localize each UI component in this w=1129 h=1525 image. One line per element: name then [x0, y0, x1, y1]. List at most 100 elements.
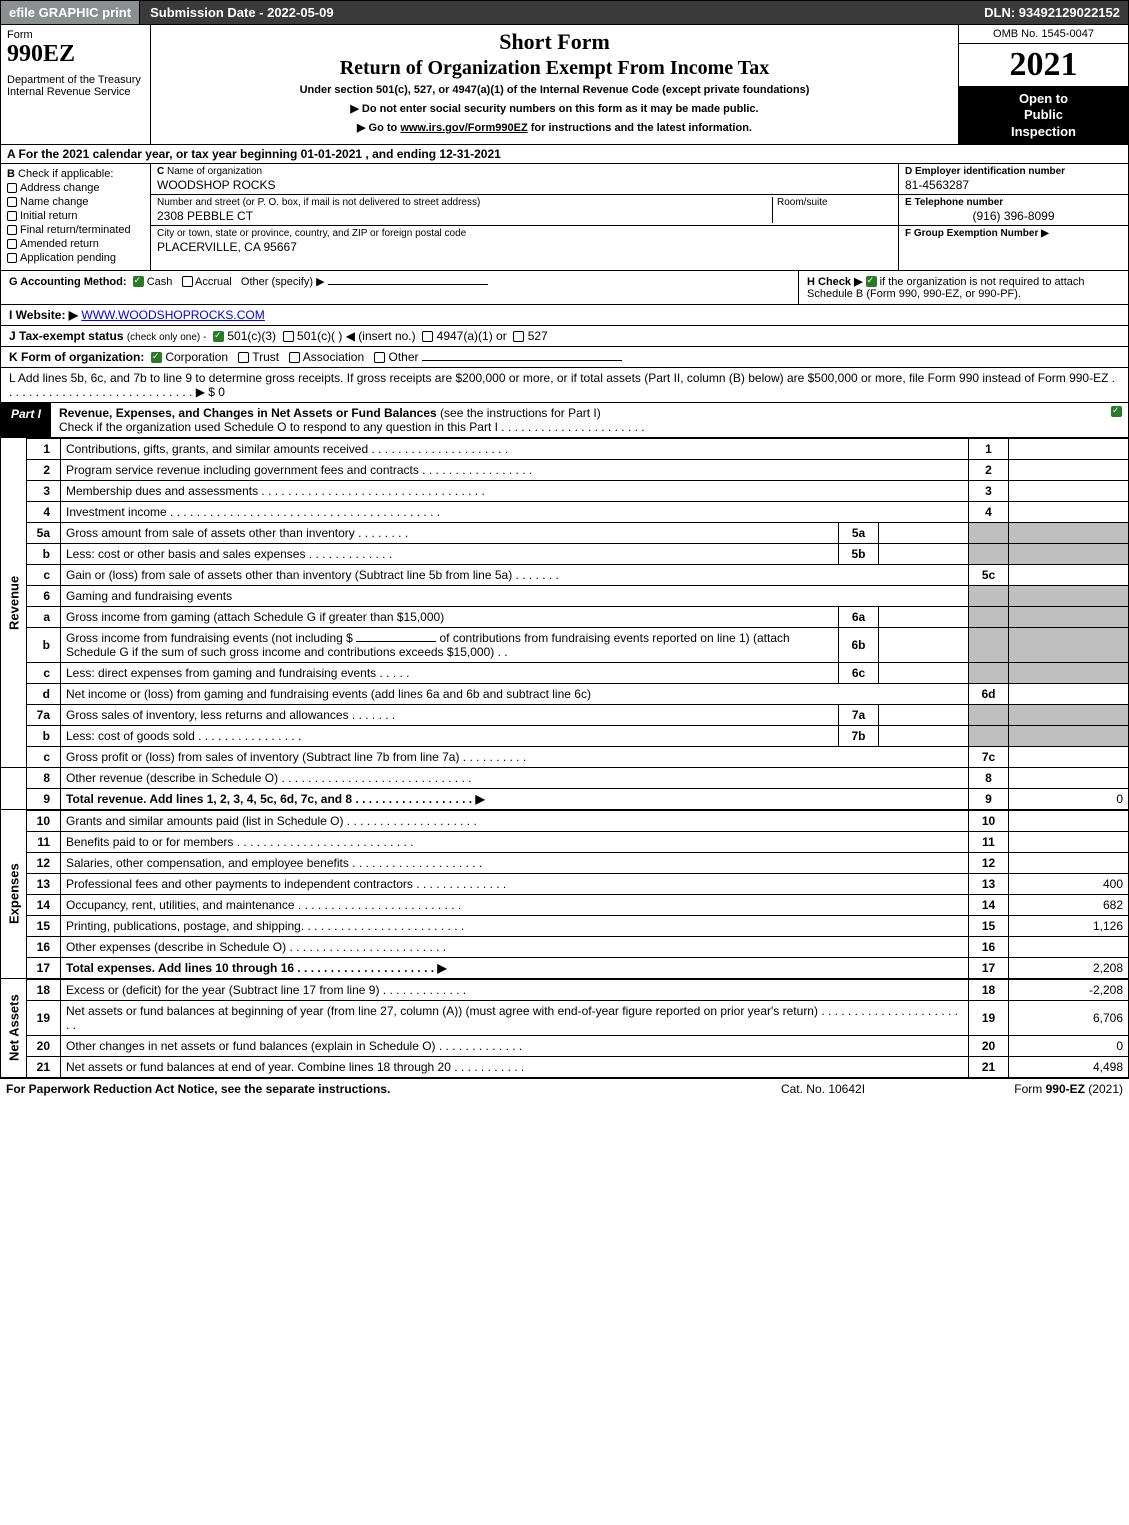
chk-amended-return[interactable]: Amended return — [7, 238, 144, 250]
submission-date: Submission Date - 2022-05-09 — [140, 1, 344, 24]
mini-val — [879, 662, 969, 683]
mini-val — [879, 704, 969, 725]
part-i-sub: (see the instructions for Part I) — [440, 406, 601, 420]
line-num: d — [27, 683, 61, 704]
line-rnum: 15 — [969, 915, 1009, 936]
l6b-blank — [356, 641, 436, 642]
line-num: 6 — [27, 585, 61, 606]
open-to-public: Open to Public Inspection — [959, 87, 1128, 144]
line-desc: Other revenue (describe in Schedule O) .… — [61, 767, 969, 788]
line-a-mid: , and ending — [362, 147, 439, 161]
irs-link[interactable]: www.irs.gov/Form990EZ — [400, 122, 527, 134]
mini-num: 6b — [839, 627, 879, 662]
checkbox-icon — [7, 239, 17, 249]
line-rval — [1009, 480, 1129, 501]
table-row: b Gross income from fundraising events (… — [1, 627, 1129, 662]
line-rnum: 4 — [969, 501, 1009, 522]
street-address: 2308 PEBBLE CT — [157, 209, 772, 223]
k-corporation: Corporation — [165, 350, 228, 364]
table-row: 2 Program service revenue including gove… — [1, 459, 1129, 480]
g-other: Other (specify) ▶ — [241, 276, 325, 288]
shade-cell — [1009, 704, 1129, 725]
line-desc: Total expenses. Add lines 10 through 16 … — [61, 957, 969, 978]
c-label: C — [157, 166, 164, 177]
address-row: Number and street (or P. O. box, if mail… — [151, 195, 898, 226]
table-row: Revenue 1 Contributions, gifts, grants, … — [1, 438, 1129, 459]
inspect-line-3: Inspection — [961, 124, 1126, 140]
website-link[interactable]: WWW.WOODSHOPROCKS.COM — [81, 308, 264, 322]
chk-initial-return[interactable]: Initial return — [7, 210, 144, 222]
table-row: 12 Salaries, other compensation, and emp… — [1, 852, 1129, 873]
g-cash: Cash — [147, 276, 173, 288]
room-suite-label: Room/suite — [772, 197, 892, 223]
checkbox-icon — [283, 331, 294, 342]
line-rval: 2,208 — [1009, 957, 1129, 978]
table-row: a Gross income from gaming (attach Sched… — [1, 606, 1129, 627]
name-label: Name of organization — [167, 166, 262, 177]
line-rnum: 20 — [969, 1035, 1009, 1056]
line-rval — [1009, 746, 1129, 767]
line-rval — [1009, 767, 1129, 788]
line-rnum: 10 — [969, 810, 1009, 831]
expenses-side-label: Expenses — [1, 810, 27, 978]
ein-row: D Employer identification number 81-4563… — [899, 164, 1128, 195]
table-row: 11 Benefits paid to or for members . . .… — [1, 831, 1129, 852]
checkbox-icon — [374, 352, 385, 363]
line-rval — [1009, 459, 1129, 480]
short-form-title: Short Form — [159, 29, 950, 55]
line-desc: Benefits paid to or for members . . . . … — [61, 831, 969, 852]
line-desc: Less: cost of goods sold . . . . . . . .… — [61, 725, 839, 746]
line-rval — [1009, 936, 1129, 957]
efile-print-button[interactable]: efile GRAPHIC print — [1, 1, 140, 24]
netassets-side-label: Net Assets — [1, 979, 27, 1077]
shade-cell — [1009, 662, 1129, 683]
line-g: G Accounting Method: Cash Accrual Other … — [1, 271, 798, 304]
table-row: d Net income or (loss) from gaming and f… — [1, 683, 1129, 704]
opt-amended-return: Amended return — [20, 238, 99, 250]
chk-final-return[interactable]: Final return/terminated — [7, 224, 144, 236]
shade-cell — [969, 585, 1009, 606]
checkbox-icon — [7, 183, 17, 193]
mini-val — [879, 522, 969, 543]
chk-application-pending[interactable]: Application pending — [7, 252, 144, 264]
k-label: K Form of organization: — [9, 350, 144, 364]
topbar-spacer — [344, 1, 977, 24]
l6b-d1: Gross income from fundraising events (no… — [66, 631, 353, 645]
subtitle-2: ▶ Do not enter social security numbers o… — [159, 102, 950, 115]
page-footer: For Paperwork Reduction Act Notice, see … — [0, 1078, 1129, 1099]
line-desc: Net assets or fund balances at beginning… — [61, 1000, 969, 1035]
line-num: 12 — [27, 852, 61, 873]
table-row: 7a Gross sales of inventory, less return… — [1, 704, 1129, 725]
g-other-blank — [328, 284, 488, 285]
dln-value: DLN: 93492129022152 — [976, 1, 1128, 24]
b-label: B — [7, 168, 15, 180]
mini-val — [879, 627, 969, 662]
top-bar: efile GRAPHIC print Submission Date - 20… — [0, 0, 1129, 25]
chk-name-change[interactable]: Name change — [7, 196, 144, 208]
part-i-title: Revenue, Expenses, and Changes in Net As… — [59, 406, 437, 420]
opt-initial-return: Initial return — [20, 210, 77, 222]
chk-address-change[interactable]: Address change — [7, 182, 144, 194]
line-desc: Less: direct expenses from gaming and fu… — [61, 662, 839, 683]
line-rnum: 6d — [969, 683, 1009, 704]
form-title: Return of Organization Exempt From Incom… — [159, 57, 950, 80]
line-a: A For the 2021 calendar year, or tax yea… — [0, 145, 1129, 164]
line-desc: Gross income from gaming (attach Schedul… — [61, 606, 839, 627]
table-row: 21 Net assets or fund balances at end of… — [1, 1056, 1129, 1077]
line-num: 17 — [27, 957, 61, 978]
g-accrual: Accrual — [195, 276, 232, 288]
line-desc: Net income or (loss) from gaming and fun… — [61, 683, 969, 704]
d-label: D Employer identification number — [905, 166, 1065, 177]
line-num: 10 — [27, 810, 61, 831]
line-num: 19 — [27, 1000, 61, 1035]
table-row: Net Assets 18 Excess or (deficit) for th… — [1, 979, 1129, 1000]
city-state-zip: PLACERVILLE, CA 95667 — [157, 240, 892, 254]
table-row: 20 Other changes in net assets or fund b… — [1, 1035, 1129, 1056]
line-i: I Website: ▶ WWW.WOODSHOPROCKS.COM — [0, 305, 1129, 326]
org-name: WOODSHOP ROCKS — [157, 178, 892, 192]
line-rval: 682 — [1009, 894, 1129, 915]
line-desc: Membership dues and assessments . . . . … — [61, 480, 969, 501]
line-num: 8 — [27, 767, 61, 788]
table-row: Expenses 10 Grants and similar amounts p… — [1, 810, 1129, 831]
mini-val — [879, 606, 969, 627]
